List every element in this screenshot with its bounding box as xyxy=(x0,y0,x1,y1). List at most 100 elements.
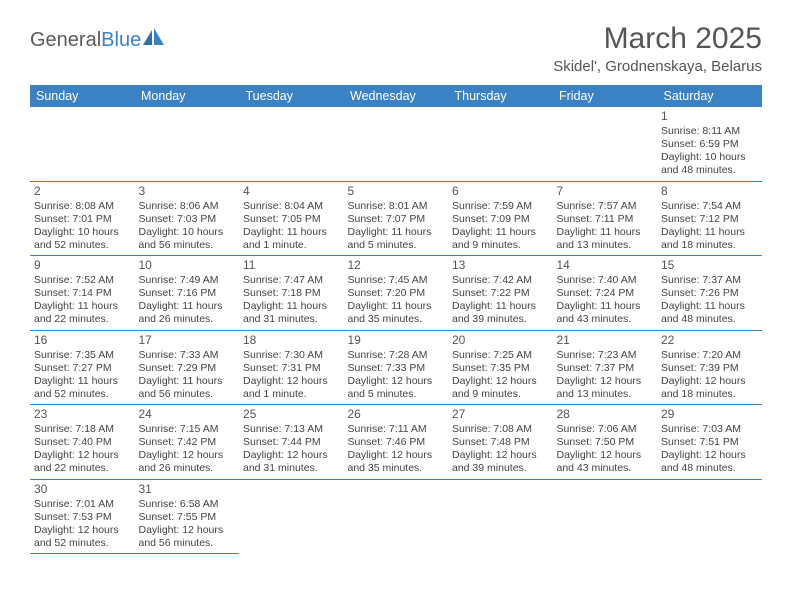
day2-text: and 43 minutes. xyxy=(557,313,654,326)
sunset-text: Sunset: 7:46 PM xyxy=(348,436,445,449)
day2-text: and 56 minutes. xyxy=(139,388,236,401)
sunset-text: Sunset: 7:22 PM xyxy=(452,287,549,300)
calendar-cell: 7Sunrise: 7:57 AMSunset: 7:11 PMDaylight… xyxy=(553,181,658,256)
calendar-cell: 8Sunrise: 7:54 AMSunset: 7:12 PMDaylight… xyxy=(657,181,762,256)
sunrise-text: Sunrise: 7:37 AM xyxy=(661,274,758,287)
sunrise-text: Sunrise: 8:04 AM xyxy=(243,200,340,213)
day2-text: and 35 minutes. xyxy=(348,313,445,326)
day2-text: and 39 minutes. xyxy=(452,313,549,326)
calendar-cell: 5Sunrise: 8:01 AMSunset: 7:07 PMDaylight… xyxy=(344,181,449,256)
day1-text: Daylight: 12 hours xyxy=(34,524,131,537)
calendar-cell-empty xyxy=(239,479,344,554)
sunset-text: Sunset: 7:01 PM xyxy=(34,213,131,226)
location-text: Skidel', Grodnenskaya, Belarus xyxy=(553,58,762,75)
calendar-cell-empty xyxy=(239,107,344,181)
calendar-cell-empty xyxy=(448,479,553,554)
day2-text: and 52 minutes. xyxy=(34,537,131,550)
brand-part1: General xyxy=(30,29,101,52)
calendar-cell-empty xyxy=(553,107,658,181)
brand-logo: GeneralBlue xyxy=(30,22,165,52)
day2-text: and 43 minutes. xyxy=(557,462,654,475)
day2-text: and 18 minutes. xyxy=(661,388,758,401)
calendar-cell: 3Sunrise: 8:06 AMSunset: 7:03 PMDaylight… xyxy=(135,181,240,256)
day1-text: Daylight: 11 hours xyxy=(34,375,131,388)
sunset-text: Sunset: 7:05 PM xyxy=(243,213,340,226)
sunrise-text: Sunrise: 7:59 AM xyxy=(452,200,549,213)
sunset-text: Sunset: 7:29 PM xyxy=(139,362,236,375)
sunrise-text: Sunrise: 7:08 AM xyxy=(452,423,549,436)
sunset-text: Sunset: 7:16 PM xyxy=(139,287,236,300)
calendar-cell: 21Sunrise: 7:23 AMSunset: 7:37 PMDayligh… xyxy=(553,330,658,405)
sunset-text: Sunset: 7:03 PM xyxy=(139,213,236,226)
day-header: Monday xyxy=(135,85,240,107)
day-number: 26 xyxy=(348,407,445,422)
day1-text: Daylight: 12 hours xyxy=(139,524,236,537)
day1-text: Daylight: 11 hours xyxy=(34,300,131,313)
sunrise-text: Sunrise: 7:18 AM xyxy=(34,423,131,436)
sunrise-text: Sunrise: 7:20 AM xyxy=(661,349,758,362)
sunset-text: Sunset: 7:50 PM xyxy=(557,436,654,449)
calendar-cell: 16Sunrise: 7:35 AMSunset: 7:27 PMDayligh… xyxy=(30,330,135,405)
calendar-cell: 23Sunrise: 7:18 AMSunset: 7:40 PMDayligh… xyxy=(30,405,135,480)
sunset-text: Sunset: 7:20 PM xyxy=(348,287,445,300)
calendar-cell: 22Sunrise: 7:20 AMSunset: 7:39 PMDayligh… xyxy=(657,330,762,405)
day1-text: Daylight: 11 hours xyxy=(243,226,340,239)
sunset-text: Sunset: 7:42 PM xyxy=(139,436,236,449)
calendar-cell: 27Sunrise: 7:08 AMSunset: 7:48 PMDayligh… xyxy=(448,405,553,480)
calendar-cell: 28Sunrise: 7:06 AMSunset: 7:50 PMDayligh… xyxy=(553,405,658,480)
day2-text: and 56 minutes. xyxy=(139,537,236,550)
day-number: 3 xyxy=(139,184,236,199)
day-number: 20 xyxy=(452,333,549,348)
sunset-text: Sunset: 6:59 PM xyxy=(661,138,758,151)
day2-text: and 56 minutes. xyxy=(139,239,236,252)
day1-text: Daylight: 11 hours xyxy=(139,375,236,388)
sunrise-text: Sunrise: 7:40 AM xyxy=(557,274,654,287)
sunset-text: Sunset: 7:26 PM xyxy=(661,287,758,300)
sunrise-text: Sunrise: 7:06 AM xyxy=(557,423,654,436)
day1-text: Daylight: 12 hours xyxy=(348,449,445,462)
calendar-cell: 24Sunrise: 7:15 AMSunset: 7:42 PMDayligh… xyxy=(135,405,240,480)
calendar-cell-empty xyxy=(448,107,553,181)
sunset-text: Sunset: 7:53 PM xyxy=(34,511,131,524)
calendar-cell: 25Sunrise: 7:13 AMSunset: 7:44 PMDayligh… xyxy=(239,405,344,480)
day1-text: Daylight: 12 hours xyxy=(452,449,549,462)
day-number: 6 xyxy=(452,184,549,199)
day-number: 19 xyxy=(348,333,445,348)
day2-text: and 26 minutes. xyxy=(139,462,236,475)
day-number: 12 xyxy=(348,258,445,273)
sunset-text: Sunset: 7:48 PM xyxy=(452,436,549,449)
sunrise-text: Sunrise: 7:47 AM xyxy=(243,274,340,287)
calendar-cell: 29Sunrise: 7:03 AMSunset: 7:51 PMDayligh… xyxy=(657,405,762,480)
day-number: 30 xyxy=(34,482,131,497)
title-block: March 2025 Skidel', Grodnenskaya, Belaru… xyxy=(553,22,762,75)
day-number: 2 xyxy=(34,184,131,199)
sunrise-text: Sunrise: 8:01 AM xyxy=(348,200,445,213)
calendar-cell: 10Sunrise: 7:49 AMSunset: 7:16 PMDayligh… xyxy=(135,256,240,331)
sunset-text: Sunset: 7:35 PM xyxy=(452,362,549,375)
day-header-row: Sunday Monday Tuesday Wednesday Thursday… xyxy=(30,85,762,107)
calendar-cell: 26Sunrise: 7:11 AMSunset: 7:46 PMDayligh… xyxy=(344,405,449,480)
sunrise-text: Sunrise: 7:57 AM xyxy=(557,200,654,213)
day2-text: and 13 minutes. xyxy=(557,388,654,401)
day-header: Sunday xyxy=(30,85,135,107)
calendar-cell: 14Sunrise: 7:40 AMSunset: 7:24 PMDayligh… xyxy=(553,256,658,331)
day-header: Saturday xyxy=(657,85,762,107)
day2-text: and 1 minute. xyxy=(243,239,340,252)
day-number: 7 xyxy=(557,184,654,199)
sunset-text: Sunset: 7:39 PM xyxy=(661,362,758,375)
sunset-text: Sunset: 7:18 PM xyxy=(243,287,340,300)
day1-text: Daylight: 10 hours xyxy=(139,226,236,239)
day-header: Tuesday xyxy=(239,85,344,107)
sunrise-text: Sunrise: 7:25 AM xyxy=(452,349,549,362)
day1-text: Daylight: 11 hours xyxy=(557,226,654,239)
sunset-text: Sunset: 7:40 PM xyxy=(34,436,131,449)
day-number: 15 xyxy=(661,258,758,273)
calendar-row: 30Sunrise: 7:01 AMSunset: 7:53 PMDayligh… xyxy=(30,479,762,554)
calendar-row: 2Sunrise: 8:08 AMSunset: 7:01 PMDaylight… xyxy=(30,181,762,256)
calendar-cell-empty xyxy=(135,107,240,181)
sunset-text: Sunset: 7:14 PM xyxy=(34,287,131,300)
day1-text: Daylight: 12 hours xyxy=(348,375,445,388)
day-header: Thursday xyxy=(448,85,553,107)
sunrise-text: Sunrise: 7:13 AM xyxy=(243,423,340,436)
day-number: 16 xyxy=(34,333,131,348)
